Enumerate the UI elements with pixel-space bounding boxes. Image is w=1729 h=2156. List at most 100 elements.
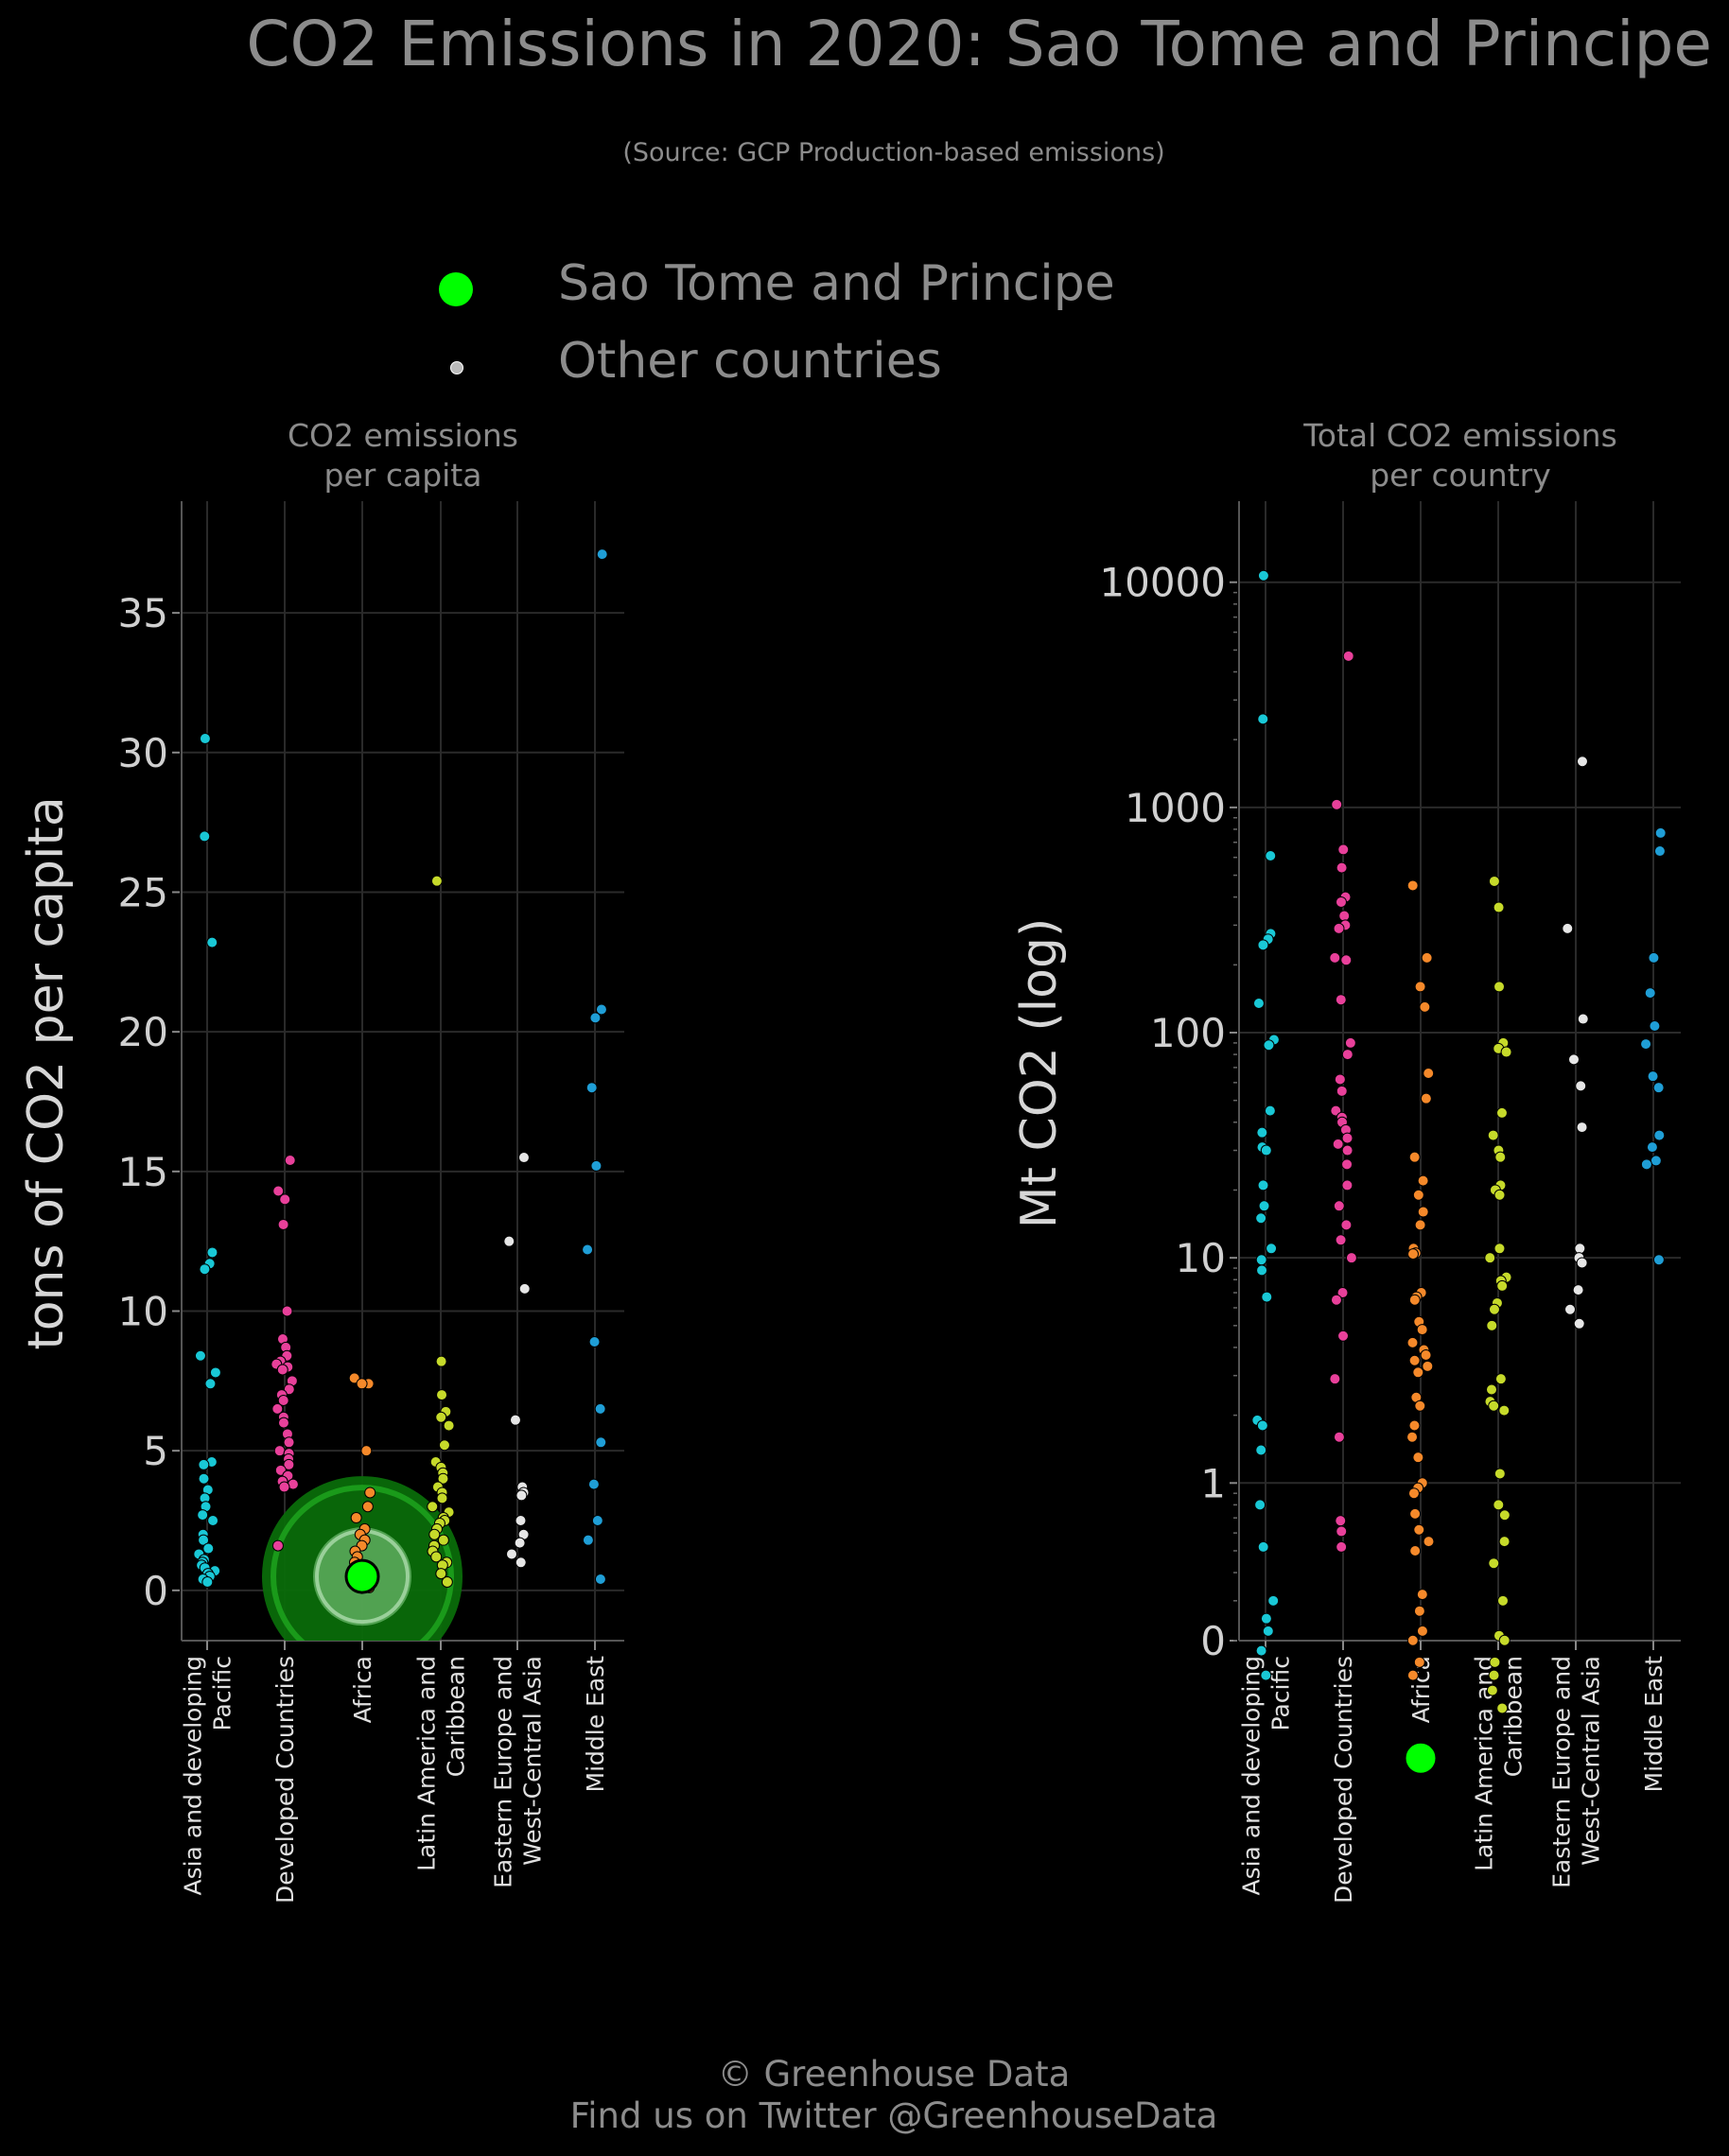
point-africa <box>1413 1523 1425 1536</box>
point-middle-east <box>1640 1158 1652 1171</box>
point-eastern-europe-and-west-central-asia <box>515 1556 527 1569</box>
point-developed-countries <box>276 1364 288 1376</box>
point-developed-countries <box>284 1155 296 1167</box>
point-africa <box>1412 1452 1424 1464</box>
point-latin-america-and-caribbean <box>437 1534 449 1546</box>
point-eastern-europe-and-west-central-asia <box>503 1235 515 1247</box>
x-tick-label-line: Developed Countries <box>271 1656 299 1904</box>
point-developed-countries <box>1333 1200 1345 1212</box>
point-africa <box>1406 1248 1419 1261</box>
point-africa <box>1414 1400 1426 1412</box>
panel-per-capita: 0 5 10 15 20 25 30 35 CO2 emissions per capita ton… <box>18 417 624 1904</box>
point-latin-america-and-caribbean <box>1498 1634 1511 1646</box>
legend-marker-other <box>450 361 463 374</box>
panel-title-line: Total CO2 emissions <box>1302 417 1617 454</box>
point-latin-america-and-caribbean <box>1498 1509 1511 1521</box>
point-middle-east <box>1644 987 1656 1000</box>
point-developed-countries <box>1331 798 1343 810</box>
point-developed-countries <box>1341 1158 1354 1171</box>
point-eastern-europe-and-west-central-asia <box>1575 1080 1587 1092</box>
point-eastern-europe-and-west-central-asia <box>518 1282 531 1295</box>
point-asia-and-developing-pacific <box>1266 1243 1278 1255</box>
x-tick-label-line: Developed Countries <box>1330 1656 1357 1904</box>
point-asia-and-developing-pacific <box>202 1542 215 1555</box>
y-tick-label-1: 1 <box>1200 1460 1226 1506</box>
point-latin-america-and-caribbean <box>1496 1594 1509 1607</box>
point-developed-countries <box>1336 1525 1348 1538</box>
point-africa <box>364 1487 376 1499</box>
point-africa <box>1406 879 1419 892</box>
point-developed-countries <box>1345 1252 1357 1264</box>
point-africa <box>1420 1348 1432 1361</box>
x-tick-label-asia-and-developing-pacific: Asia and developingPacific <box>1238 1656 1295 1896</box>
point-asia-and-developing-pacific <box>1264 1104 1276 1117</box>
y-tick-label-20: 20 <box>118 1009 168 1055</box>
point-developed-countries <box>277 1395 289 1407</box>
point-latin-america-and-caribbean <box>1484 1252 1496 1264</box>
point-developed-countries <box>1334 1073 1346 1086</box>
point-developed-countries <box>283 1383 295 1396</box>
x-tick-label-middle-east: Middle East <box>1640 1656 1668 1793</box>
point-africa <box>1409 1507 1422 1520</box>
point-africa <box>1408 1354 1421 1366</box>
x-tick-label-eastern-europe-and-west-central-asia: Eastern Europe andWest-Central Asia <box>490 1656 547 1888</box>
point-latin-america-and-caribbean <box>437 1472 449 1485</box>
point-africa <box>1416 1589 1428 1601</box>
panel-title-line: CO2 emissions <box>288 417 518 454</box>
point-latin-america-and-caribbean <box>430 875 443 887</box>
point-latin-america-and-caribbean <box>1488 875 1500 887</box>
chart-subtitle: (Source: GCP Production-based emissions) <box>622 138 1165 167</box>
point-asia-and-developing-pacific <box>1262 1625 1274 1637</box>
x-tick-label-line: West-Central Asia <box>519 1656 547 1866</box>
point-middle-east <box>591 1515 603 1527</box>
point-asia-and-developing-pacific <box>194 1349 206 1362</box>
point-developed-countries <box>271 1539 284 1552</box>
point-developed-countries <box>272 1185 285 1197</box>
point-developed-countries <box>1336 1085 1348 1097</box>
point-latin-america-and-caribbean <box>1486 1684 1498 1696</box>
x-tick-label-line: Middle East <box>1640 1656 1668 1793</box>
point-africa <box>1421 951 1433 964</box>
point-middle-east <box>596 548 608 561</box>
x-tick-label-line: Caribbean <box>443 1656 470 1777</box>
point-middle-east <box>582 1243 594 1256</box>
point-developed-countries <box>1337 843 1350 856</box>
footer-twitter: Find us on Twitter @GreenhouseData <box>569 2095 1218 2136</box>
point-africa <box>1407 1487 1420 1500</box>
point-asia-and-developing-pacific <box>1254 1499 1266 1511</box>
x-tick-label-line: Eastern Europe and <box>490 1656 517 1888</box>
point-africa <box>1406 1669 1419 1681</box>
x-tick-label-line: Asia and developing <box>1238 1656 1266 1896</box>
point-latin-america-and-caribbean <box>428 1528 441 1540</box>
point-middle-east <box>595 1003 607 1016</box>
point-latin-america-and-caribbean <box>1493 1468 1506 1480</box>
x-tick-label-line: Eastern Europe and <box>1548 1656 1576 1888</box>
point-eastern-europe-and-west-central-asia <box>1576 1121 1588 1134</box>
point-asia-and-developing-pacific <box>1257 939 1269 951</box>
point-asia-and-developing-pacific <box>209 1366 221 1379</box>
point-latin-america-and-caribbean <box>1493 1243 1506 1255</box>
point-developed-countries <box>1340 1219 1353 1231</box>
point-asia-and-developing-pacific <box>1261 1291 1273 1303</box>
point-eastern-europe-and-west-central-asia <box>1576 1257 1588 1269</box>
point-asia-and-developing-pacific <box>1256 1126 1268 1139</box>
point-latin-america-and-caribbean <box>1488 1400 1500 1412</box>
point-eastern-europe-and-west-central-asia <box>514 1537 526 1549</box>
point-africa <box>1406 1634 1419 1646</box>
y-tick-label-1000: 1000 <box>1125 785 1226 831</box>
point-middle-east <box>1648 951 1660 964</box>
point-latin-america-and-caribbean <box>1488 1557 1500 1570</box>
point-developed-countries <box>1336 1540 1348 1553</box>
point-middle-east <box>588 1335 601 1348</box>
point-asia-and-developing-pacific <box>1256 1419 1268 1432</box>
point-middle-east <box>582 1534 594 1546</box>
point-asia-and-developing-pacific <box>207 1515 219 1527</box>
y-tick-label-15: 15 <box>118 1149 168 1195</box>
point-developed-countries <box>1333 922 1345 934</box>
panel-title: Total CO2 emissions per country <box>1302 417 1617 494</box>
point-africa <box>1417 1174 1429 1187</box>
highlight-point <box>344 1558 380 1594</box>
point-africa <box>1416 1625 1428 1637</box>
point-eastern-europe-and-west-central-asia <box>1567 1053 1580 1066</box>
point-developed-countries <box>283 1436 295 1449</box>
